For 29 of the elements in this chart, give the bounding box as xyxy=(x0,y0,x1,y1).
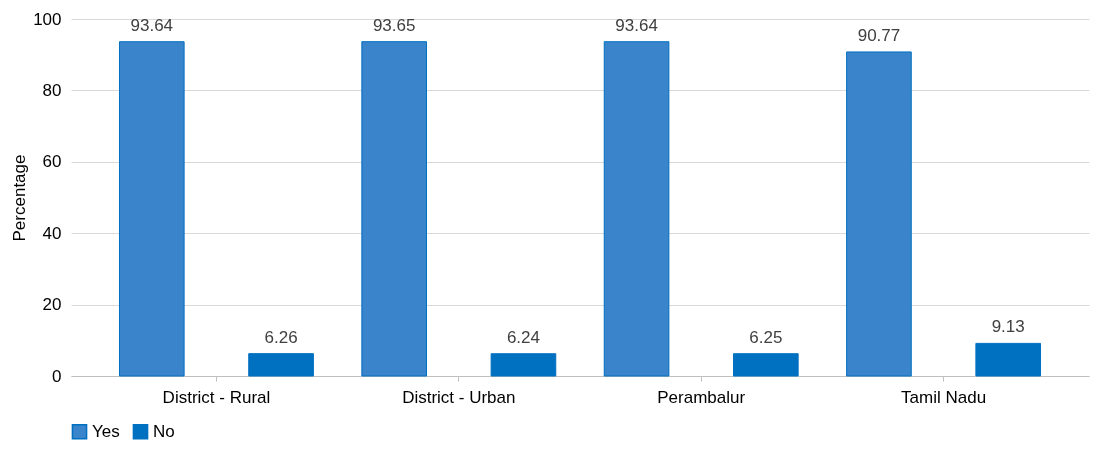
data-label: 93.64 xyxy=(615,15,658,35)
legend-label: No xyxy=(153,421,175,441)
y-tick-label: 100 xyxy=(33,9,62,29)
data-label: 93.65 xyxy=(372,15,416,35)
bar xyxy=(846,51,912,377)
bar xyxy=(490,353,557,377)
y-tick-label: 40 xyxy=(42,223,62,243)
data-label: 93.64 xyxy=(130,15,174,35)
y-tick-label: 0 xyxy=(52,366,62,386)
x-tick-label: District - Urban xyxy=(402,387,516,407)
y-axis-title: Percentage xyxy=(10,154,30,242)
data-label: 6.26 xyxy=(264,327,298,347)
bar xyxy=(733,353,799,377)
bar xyxy=(118,41,185,377)
y-tick-label: 60 xyxy=(42,152,62,172)
bar xyxy=(975,342,1042,377)
y-tick-label: 80 xyxy=(42,80,62,100)
y-tick-label: 20 xyxy=(42,295,62,315)
data-label: 6.25 xyxy=(749,327,783,347)
bar xyxy=(603,41,670,377)
data-label: 6.24 xyxy=(506,327,540,347)
legend-label: Yes xyxy=(92,421,120,441)
x-tick-label: Tamil Nadu xyxy=(901,387,987,407)
x-tick-label: District - Rural xyxy=(162,387,271,407)
bar xyxy=(248,353,314,377)
bar xyxy=(361,41,427,377)
data-label: 90.77 xyxy=(857,25,901,45)
x-tick-label: Perambalur xyxy=(657,387,746,407)
data-label: 9.13 xyxy=(991,317,1025,337)
